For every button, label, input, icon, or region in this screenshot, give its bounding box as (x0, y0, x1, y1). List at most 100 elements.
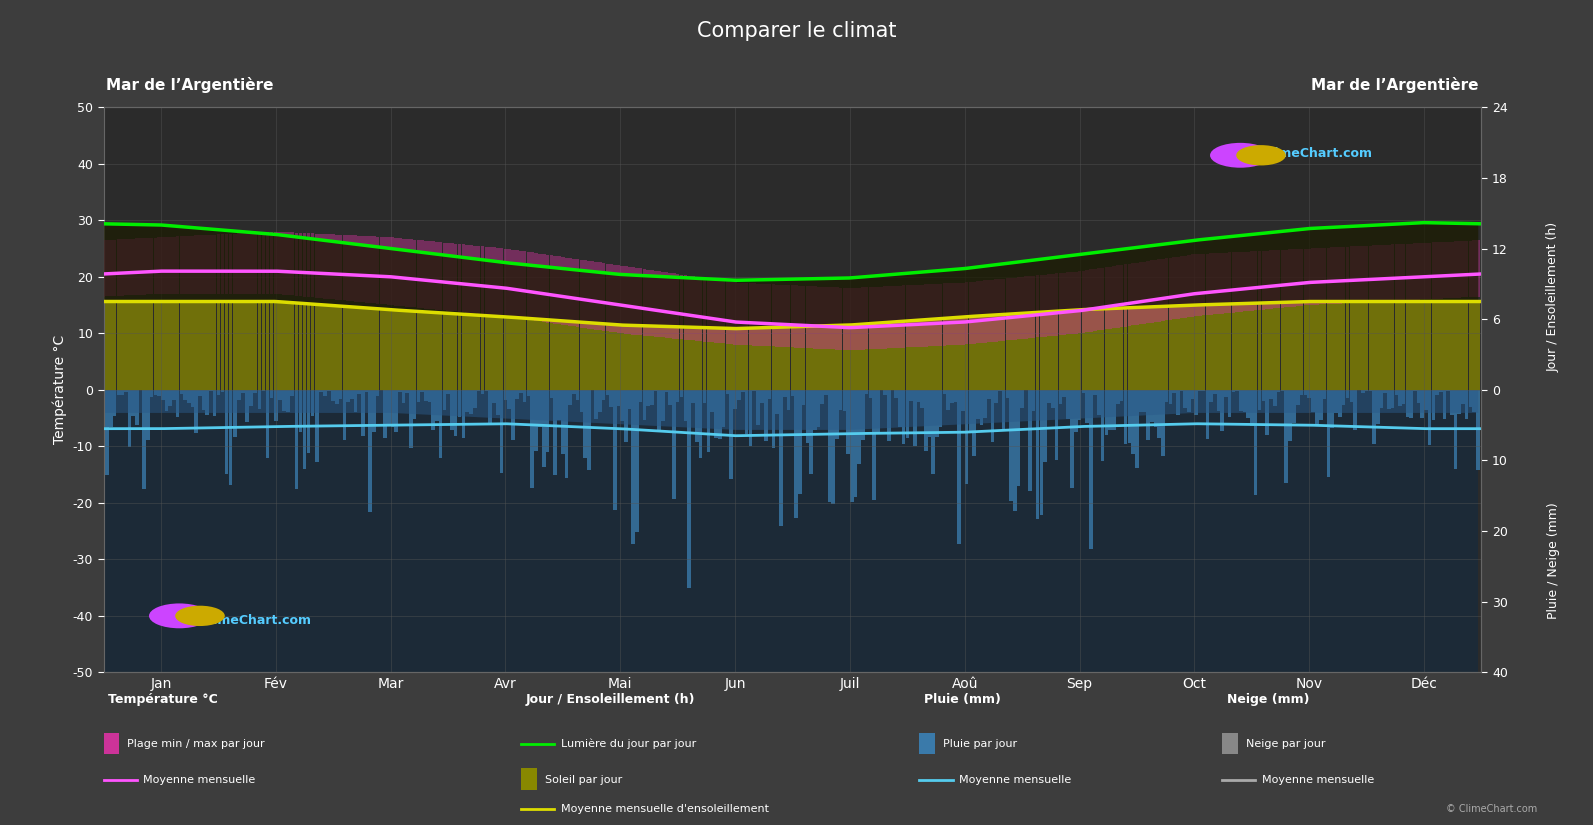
Bar (1450, 301, 1454, 389)
Bar (274, 389, 277, 421)
Bar (542, 319, 545, 389)
Bar (1027, 313, 1032, 389)
Bar (965, 282, 969, 344)
Bar (752, 328, 757, 389)
Bar (213, 389, 217, 417)
Bar (1085, 309, 1090, 389)
Bar (558, 257, 561, 324)
Bar (1472, 301, 1475, 389)
Bar (342, 306, 346, 389)
Bar (180, 236, 183, 294)
Bar (335, 306, 339, 389)
Bar (373, 389, 376, 431)
Bar (1273, 389, 1276, 406)
Bar (476, 246, 481, 314)
Bar (147, 238, 150, 295)
Bar (282, 302, 285, 389)
Bar (664, 327, 669, 389)
Bar (1123, 389, 1128, 444)
Bar (1405, 243, 1410, 300)
Bar (569, 389, 572, 405)
Bar (1292, 389, 1295, 423)
Bar (884, 286, 887, 348)
Bar (1217, 304, 1220, 389)
Bar (1383, 301, 1388, 389)
Bar (1136, 262, 1139, 325)
Bar (1330, 301, 1333, 389)
Bar (873, 389, 876, 500)
Bar (1051, 389, 1055, 408)
Bar (519, 389, 523, 393)
Bar (572, 389, 575, 394)
Bar (703, 328, 706, 389)
Bar (1109, 309, 1112, 389)
Bar (191, 236, 194, 294)
Bar (245, 233, 249, 294)
Bar (566, 389, 569, 478)
Bar (1112, 266, 1115, 328)
Bar (295, 233, 298, 295)
Bar (932, 319, 935, 389)
Bar (1164, 306, 1168, 389)
Bar (454, 314, 457, 389)
Bar (832, 389, 835, 504)
Bar (843, 389, 846, 411)
Bar (489, 316, 492, 389)
Bar (1338, 389, 1341, 417)
Bar (1388, 301, 1391, 389)
Bar (1093, 309, 1096, 389)
Bar (771, 328, 776, 389)
Bar (691, 328, 695, 389)
Bar (217, 234, 220, 294)
Bar (274, 301, 277, 389)
Bar (1032, 313, 1035, 389)
Bar (1443, 242, 1446, 299)
Bar (127, 389, 131, 446)
Bar (1098, 309, 1101, 389)
Bar (169, 389, 172, 406)
Bar (113, 301, 116, 389)
Bar (605, 389, 609, 395)
Bar (1341, 389, 1346, 405)
Bar (946, 318, 949, 389)
Bar (1104, 267, 1109, 329)
Bar (538, 389, 542, 427)
Bar (457, 389, 462, 417)
Bar (1184, 389, 1187, 408)
Bar (1161, 389, 1164, 456)
Bar (542, 254, 545, 322)
Bar (1338, 301, 1341, 389)
Bar (1435, 389, 1438, 395)
Bar (876, 390, 879, 434)
Text: Neige (mm): Neige (mm) (1227, 693, 1309, 706)
Bar (1416, 301, 1421, 389)
Bar (558, 321, 561, 389)
Bar (1101, 268, 1104, 330)
Bar (175, 301, 180, 389)
Bar (1432, 389, 1435, 420)
Bar (1454, 242, 1458, 298)
Bar (586, 389, 591, 469)
Bar (233, 233, 237, 294)
Bar (253, 301, 256, 389)
Bar (943, 389, 946, 394)
Bar (1120, 308, 1123, 389)
Bar (994, 389, 999, 403)
Bar (801, 389, 806, 404)
Bar (451, 314, 454, 389)
Text: Jour / Ensoleillement (h): Jour / Ensoleillement (h) (1547, 222, 1560, 372)
Bar (1469, 389, 1472, 407)
Bar (1265, 251, 1270, 309)
Bar (1360, 301, 1365, 389)
Text: Pluie (mm): Pluie (mm) (924, 693, 1000, 706)
Bar (969, 317, 972, 389)
Bar (854, 288, 857, 350)
Bar (583, 389, 586, 459)
Text: Lumière du jour par jour: Lumière du jour par jour (561, 739, 696, 749)
Bar (1090, 270, 1093, 332)
Bar (695, 276, 699, 341)
Bar (1195, 389, 1198, 415)
Bar (127, 238, 131, 295)
Bar (198, 235, 202, 294)
Bar (840, 389, 843, 410)
